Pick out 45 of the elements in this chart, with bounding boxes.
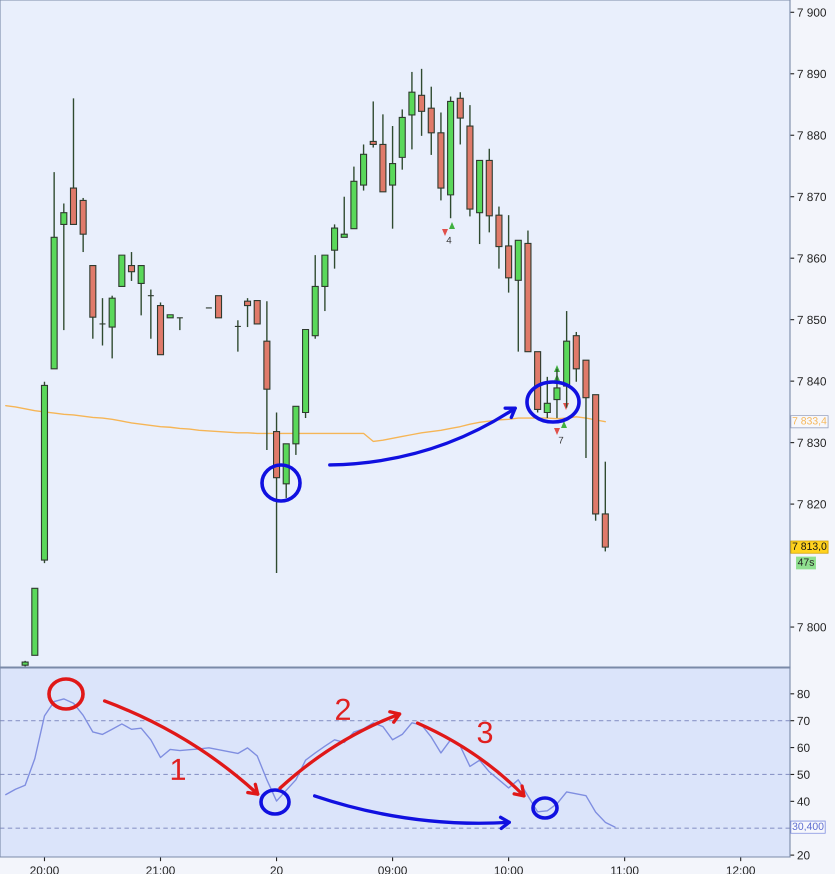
y-tick-label: 7 840 xyxy=(798,377,826,386)
y-tick-label: 40 xyxy=(797,797,810,806)
text: 47s xyxy=(798,558,814,566)
candlestick xyxy=(456,92,464,146)
y-tick-label: 50 xyxy=(797,770,810,779)
y-tick-label: 7 830 xyxy=(798,438,826,448)
candlestick xyxy=(254,300,261,325)
annotation: 7 833,4 xyxy=(792,417,827,426)
y-tick-label: 20 xyxy=(798,851,810,860)
candlestick xyxy=(60,202,68,331)
annotation: 2 xyxy=(336,698,350,720)
y-tick-label: 7 800 xyxy=(798,623,826,632)
candlestick xyxy=(98,297,106,346)
y-tick-label: 7 870 xyxy=(798,192,826,202)
annotation: 3 xyxy=(478,722,492,744)
line-series xyxy=(5,698,616,828)
candlestick xyxy=(147,288,154,340)
candlestick xyxy=(389,125,396,230)
candlestick xyxy=(176,317,184,331)
candlestick xyxy=(244,297,252,328)
annotation: 1 xyxy=(172,758,186,780)
annotation: 7 xyxy=(558,436,564,444)
candlestick xyxy=(408,71,416,150)
y-tick-label: 60 xyxy=(798,744,810,752)
annotation: 4 xyxy=(446,236,452,244)
annotation: 7 813,0 xyxy=(792,542,826,552)
y-tick-label: 7 900 xyxy=(798,8,826,17)
candlestick xyxy=(340,196,348,238)
candlestick xyxy=(138,264,145,316)
y-tick-label: 70 xyxy=(798,716,810,726)
y-tick-label: 7 860 xyxy=(798,254,826,263)
candlestick xyxy=(214,295,222,318)
candlestick xyxy=(544,376,551,419)
line-series xyxy=(5,405,606,442)
y-tick-label: 7 850 xyxy=(798,316,826,324)
candlestick xyxy=(128,251,136,282)
candlestick xyxy=(234,320,242,352)
y-tick-label: 7 820 xyxy=(798,500,826,508)
candlestick xyxy=(370,100,377,148)
y-tick-label: 80 xyxy=(797,690,810,698)
y-tick-label: 7 890 xyxy=(798,70,826,78)
y-tick-label: 7 880 xyxy=(798,131,826,140)
candlestick xyxy=(418,68,426,137)
candlestick xyxy=(331,224,338,270)
annotation: 30,400 xyxy=(792,822,824,832)
